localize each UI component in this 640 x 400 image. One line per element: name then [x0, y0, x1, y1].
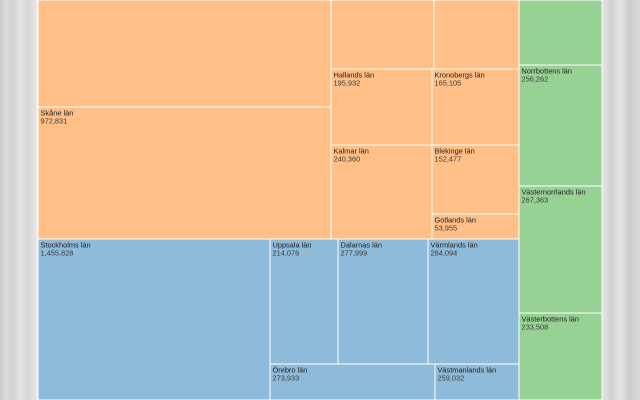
treemap-value-uppsala: 214,076	[273, 249, 300, 258]
treemap-value-dalarnas: 277,999	[341, 249, 368, 258]
treemap-value-hallands: 195,932	[334, 79, 361, 88]
treemap-value-varmlands: 284,094	[431, 249, 458, 258]
treemap-value-gotlands: 53,955	[435, 224, 458, 233]
treemap-label-stockholms: Stockholms län	[41, 241, 91, 250]
treemap-label-blekinge: Blekinge län	[435, 147, 475, 156]
treemap-cell-kronobergs[interactable]	[431, 68, 520, 146]
treemap-label-vastmanlands: Västmanlands län	[438, 366, 497, 375]
treemap-label-norrbottens: Norrbottens län	[522, 67, 573, 76]
treemap-value-kronobergs: 165,105	[435, 79, 462, 88]
treemap-cell-vasternorrlands[interactable]	[518, 185, 603, 314]
treemap-cell-vasterbottens[interactable]	[518, 312, 603, 400]
treemap-value-stockholms: 1,455,828	[41, 249, 74, 258]
treemap-cell-varmlands[interactable]	[427, 238, 520, 365]
treemap-cell-vastmanlands[interactable]	[434, 363, 520, 400]
treemap-label-vasterbottens: Västerbottens län	[522, 315, 580, 324]
treemap-label-orebro: Örebro län	[273, 366, 308, 375]
treemap-cell-stockholms[interactable]	[37, 238, 271, 400]
treemap-label-gotlands: Gotlands län	[435, 216, 477, 225]
treemap-label-uppsala: Uppsala län	[273, 241, 312, 250]
treemap-label-skane: Skåne län	[41, 109, 74, 118]
treemap-label-varmlands: Värmlands län	[431, 241, 478, 250]
treemap-value-vastmanlands: 259,032	[438, 374, 465, 383]
treemap-cell-dalarnas[interactable]	[337, 238, 429, 365]
treemap-cell-skane[interactable]	[37, 106, 332, 240]
treemap-cell-top-left[interactable]	[37, 0, 332, 108]
treemap-cell-blekinge[interactable]	[431, 144, 520, 215]
treemap-cell-uppsala[interactable]	[269, 238, 339, 365]
treemap-value-norrbottens: 256,262	[522, 75, 549, 84]
treemap-label-hallands: Hallands län	[334, 71, 375, 80]
treemap-value-blekinge: 152,477	[435, 155, 462, 164]
treemap-cell-orebro[interactable]	[269, 363, 436, 400]
treemap-label-kronobergs: Kronobergs län	[435, 71, 485, 80]
treemap-label-vasternorrlands: Västernorrlands län	[522, 188, 586, 197]
treemap-label-dalarnas: Dalarnas län	[341, 241, 383, 250]
treemap-cell-top-mid[interactable]	[330, 0, 435, 70]
treemap-value-kalmar: 240,360	[334, 155, 361, 164]
treemap-cell-top-right[interactable]	[433, 0, 520, 70]
treemap-value-skane: 972,831	[41, 117, 68, 126]
treemap-value-vasternorrlands: 267,363	[522, 196, 549, 205]
treemap-label-kalmar: Kalmar län	[334, 147, 369, 156]
treemap-value-orebro: 273,933	[273, 374, 300, 383]
treemap-value-vasterbottens: 233,508	[522, 323, 549, 332]
treemap-cell-green-top[interactable]	[518, 0, 603, 66]
